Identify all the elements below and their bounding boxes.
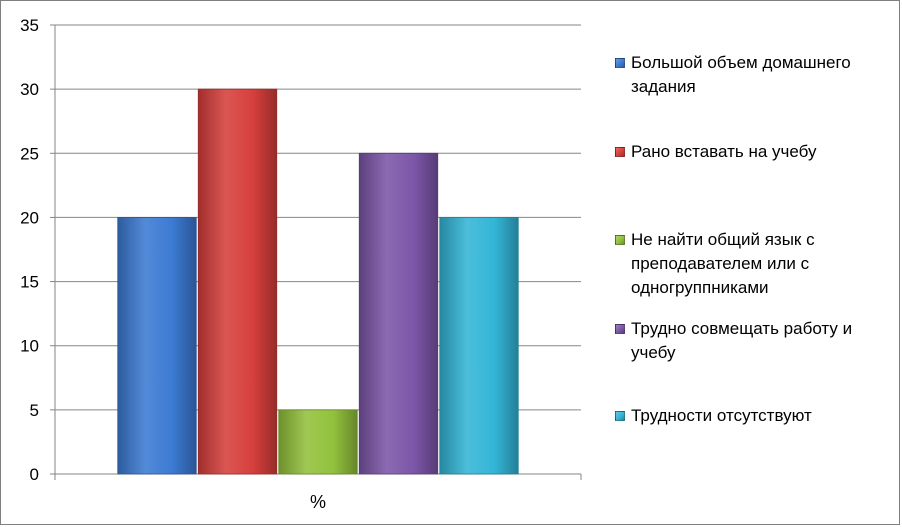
bar [197, 88, 278, 475]
bar [358, 152, 439, 475]
legend-swatch [615, 147, 625, 157]
y-tick-label: 35 [20, 16, 39, 35]
legend-item: Большой объем домашнего задания [613, 51, 893, 99]
y-tick-label: 0 [30, 465, 39, 484]
x-category-label: % [310, 492, 326, 512]
legend-item: Трудности отсутствуют [613, 404, 893, 428]
legend-swatch [615, 235, 625, 245]
legend-swatch [615, 58, 625, 68]
bar [278, 409, 358, 475]
legend-label: Трудности отсутствуют [631, 406, 812, 425]
y-tick-label: 5 [30, 401, 39, 420]
legend-item: Трудно совмещать работу и учебу [613, 317, 893, 365]
bar [117, 217, 197, 475]
legend-label: Рано вставать на учебу [631, 142, 817, 161]
legend-label: Трудно совмещать работу и учебу [631, 319, 853, 362]
y-tick-label: 20 [20, 208, 39, 227]
y-tick-label: 30 [20, 80, 39, 99]
legend-item: Рано вставать на учебу [613, 140, 893, 164]
bar [439, 217, 519, 475]
y-tick-label: 25 [20, 144, 39, 163]
legend-label: Не найти общий язык с преподавателем или… [631, 230, 815, 297]
y-tick-label: 10 [20, 337, 39, 356]
legend-swatch [615, 411, 625, 421]
legend-swatch [615, 324, 625, 334]
y-tick-label: 15 [20, 273, 39, 292]
bars [117, 88, 519, 475]
axis-labels: 0 5 10 15 20 25 30 35% [20, 16, 326, 512]
legend-label: Большой объем домашнего задания [631, 53, 851, 96]
legend-item: Не найти общий язык с преподавателем или… [613, 228, 893, 300]
